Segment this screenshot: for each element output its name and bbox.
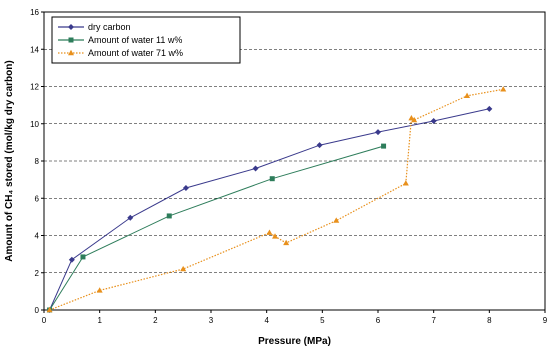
data-point-square (80, 254, 85, 259)
y-tick-label: 4 (35, 232, 40, 241)
data-point-square (167, 213, 172, 218)
data-point-square (69, 38, 74, 43)
y-tick-label: 14 (30, 45, 39, 54)
x-tick-label: 2 (153, 316, 158, 325)
x-tick-label: 4 (264, 316, 269, 325)
x-tick-label: 5 (320, 316, 325, 325)
data-point-diamond (253, 165, 259, 171)
y-axis-title: Amount of CH₄ stored (mol/kg dry carbon) (4, 60, 15, 261)
y-tick-label: 0 (35, 306, 40, 315)
data-point-diamond (486, 106, 492, 112)
data-point-square (381, 144, 386, 149)
x-tick-label: 0 (42, 316, 47, 325)
data-point-square (270, 176, 275, 181)
legend: dry carbon Amount of water 11 w% Amount of… (52, 17, 240, 63)
data-point-diamond (375, 129, 381, 135)
y-tick-label: 16 (30, 8, 39, 17)
series-line (50, 109, 490, 310)
series-2 (47, 144, 386, 313)
x-tick-label: 9 (543, 316, 548, 325)
series-line (50, 89, 504, 310)
series-layer (47, 86, 507, 313)
x-tick-label: 3 (209, 316, 214, 325)
data-point-triangle (500, 86, 506, 91)
series-line (50, 146, 384, 310)
data-point-triangle (266, 230, 272, 235)
x-tick-label: 8 (487, 316, 492, 325)
y-tick-label: 10 (30, 120, 39, 129)
y-tick-label: 8 (35, 157, 40, 166)
y-tick-label: 12 (30, 83, 39, 92)
series-1 (47, 106, 493, 313)
y-tick-label: 2 (35, 269, 40, 278)
x-tick-label: 7 (431, 316, 436, 325)
x-tick-label: 1 (97, 316, 102, 325)
x-tick-label: 6 (376, 316, 381, 325)
data-point-diamond (431, 118, 437, 124)
x-axis-title: Pressure (MPa) (258, 336, 331, 347)
data-point-triangle (403, 180, 409, 185)
legend-label: Amount of water 71 w% (88, 48, 183, 58)
data-point-triangle (97, 287, 103, 292)
y-tick-label: 6 (35, 194, 40, 203)
data-point-triangle (272, 233, 278, 238)
data-point-diamond (183, 185, 189, 191)
data-point-triangle (464, 93, 470, 98)
legend-label: dry carbon (88, 22, 131, 32)
legend-label: Amount of water 11 w% (88, 35, 182, 45)
data-point-diamond (317, 142, 323, 148)
